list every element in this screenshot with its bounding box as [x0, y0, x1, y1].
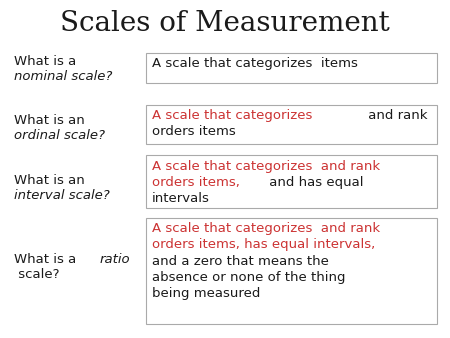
Text: What is a: What is a: [14, 253, 80, 266]
Text: intervals: intervals: [152, 192, 210, 205]
Text: A scale that categorizes  and rank: A scale that categorizes and rank: [152, 222, 380, 235]
Text: being measured: being measured: [152, 287, 260, 300]
Text: A scale that categorizes  items: A scale that categorizes items: [152, 57, 357, 70]
Text: ratio: ratio: [99, 253, 130, 266]
Text: orders items: orders items: [152, 125, 235, 138]
Text: What is an: What is an: [14, 174, 84, 187]
Text: ordinal scale?: ordinal scale?: [14, 129, 104, 142]
Text: What is a: What is a: [14, 55, 80, 68]
Text: Scales of Measurement: Scales of Measurement: [60, 10, 390, 37]
Text: absence or none of the thing: absence or none of the thing: [152, 271, 345, 284]
Text: interval scale?: interval scale?: [14, 189, 109, 201]
Text: scale?: scale?: [14, 268, 59, 281]
Text: A scale that categorizes  and rank: A scale that categorizes and rank: [152, 160, 380, 172]
Text: What is an: What is an: [14, 114, 84, 127]
Text: nominal scale?: nominal scale?: [14, 70, 112, 83]
Text: and has equal: and has equal: [265, 176, 364, 189]
FancyBboxPatch shape: [146, 105, 436, 144]
Text: orders items, has equal intervals,: orders items, has equal intervals,: [152, 238, 375, 251]
FancyBboxPatch shape: [146, 155, 436, 208]
Text: A scale that categorizes: A scale that categorizes: [152, 109, 316, 122]
Text: orders items,: orders items,: [152, 176, 239, 189]
Text: and a zero that means the: and a zero that means the: [152, 255, 328, 267]
Text: and rank: and rank: [364, 109, 427, 122]
FancyBboxPatch shape: [146, 218, 436, 324]
FancyBboxPatch shape: [146, 53, 436, 83]
